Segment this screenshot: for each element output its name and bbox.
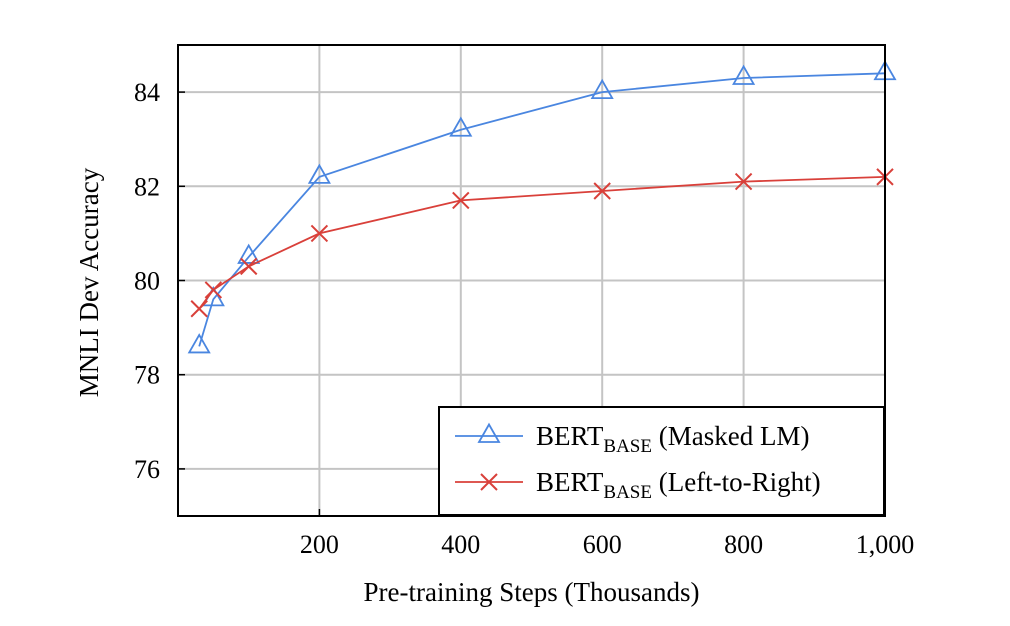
series-1: [190, 168, 894, 318]
data-point: [190, 300, 208, 318]
legend-box: [438, 406, 885, 516]
series-0: [187, 59, 897, 354]
data-point: [204, 281, 223, 299]
x-axis-title: Pre-training Steps (Thousands): [364, 577, 700, 607]
data-point: [452, 191, 470, 210]
legend-label: BERTBASE (Masked LM): [536, 421, 809, 457]
x-tick-label: 600: [583, 530, 622, 559]
data-point: [734, 172, 753, 191]
x-tick-label: 200: [300, 530, 339, 559]
legend-marker: [477, 422, 501, 443]
y-tick-label: 78: [134, 361, 160, 390]
data-point: [590, 78, 614, 99]
legend-label: BERTBASE (Left-to-Right): [536, 467, 821, 503]
y-tick-label: 80: [134, 267, 160, 296]
x-tick-label: 800: [724, 530, 763, 559]
series-lines: [187, 59, 897, 354]
data-point: [307, 163, 331, 184]
data-point: [187, 333, 211, 354]
y-tick-label: 82: [134, 172, 160, 201]
legend-marker: [480, 473, 498, 491]
x-tick-label: 400: [441, 530, 480, 559]
y-tick-label: 76: [134, 455, 160, 484]
y-tick-label: 84: [134, 78, 160, 107]
y-axis-title: MNLI Dev Accuracy: [74, 167, 104, 397]
axis-ticks: 200 400 600 800 1,000 76 78 80 82 84: [134, 78, 914, 559]
x-tick-label: 1,000: [856, 530, 915, 559]
data-point: [237, 243, 261, 264]
data-point: [310, 224, 329, 243]
series-line: [198, 72, 886, 347]
data-point: [732, 64, 756, 85]
series-line: [198, 176, 886, 310]
data-point: [239, 257, 258, 276]
data-point: [449, 116, 473, 137]
data-point: [593, 182, 611, 200]
legend: BERTBASE (Masked LM) BERTBASE (Left-to-Ri…: [438, 406, 885, 516]
